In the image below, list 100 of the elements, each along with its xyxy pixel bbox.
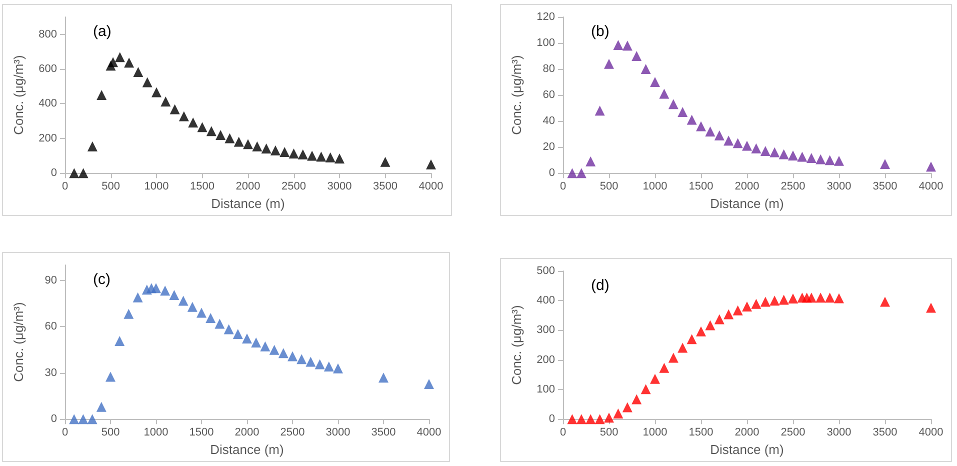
x-axis-title: Distance (m) [211, 196, 285, 211]
point [816, 154, 826, 164]
x-tick-label: 3500 [373, 180, 398, 193]
point [424, 378, 434, 389]
chart-title: (c) [93, 271, 110, 288]
point [178, 111, 189, 122]
point [788, 150, 798, 161]
point [87, 141, 98, 152]
point [770, 147, 780, 158]
x-tick-label: 1000 [144, 180, 169, 193]
point [751, 298, 762, 309]
point [132, 292, 143, 302]
x-tick-label: 500 [600, 180, 618, 193]
point [124, 58, 134, 68]
point [705, 320, 716, 330]
point [770, 296, 780, 306]
y-tick-label: 400 [536, 294, 555, 307]
point [742, 302, 752, 312]
point [594, 106, 605, 116]
x-tick-label: 4000 [418, 180, 444, 193]
x-tick-label: 1500 [189, 426, 214, 439]
point [142, 77, 152, 88]
y-axis-title: Conc. (μg/m³) [11, 55, 26, 135]
point [96, 402, 106, 412]
point [724, 309, 734, 320]
point [586, 156, 596, 166]
x-tick-label: 3000 [327, 180, 352, 193]
point [650, 374, 660, 384]
point [760, 146, 770, 156]
x-tick-label: 1500 [688, 180, 714, 193]
x-tick-label: 1000 [642, 180, 668, 193]
point [732, 138, 743, 148]
y-tick-label: 300 [536, 324, 555, 336]
y-axis-title: Conc. (μg/m³) [11, 302, 26, 382]
x-tick-label: 500 [600, 426, 618, 439]
point [87, 414, 98, 424]
y-tick-label: 0 [50, 413, 57, 426]
y-tick-label: 30 [44, 366, 57, 379]
point [152, 87, 162, 98]
point [251, 338, 262, 348]
point [632, 394, 642, 404]
x-tick-label: 1500 [190, 180, 214, 193]
point [160, 286, 170, 296]
point [742, 140, 752, 151]
y-tick-label: 600 [38, 63, 57, 76]
y-tick-label: 0 [548, 167, 555, 180]
point [188, 117, 198, 128]
x-tick-label: 2000 [734, 180, 760, 193]
point [69, 168, 80, 178]
point [298, 149, 308, 160]
point [778, 149, 789, 160]
point [632, 51, 642, 62]
point [834, 293, 844, 304]
point [206, 313, 216, 324]
point [696, 121, 706, 132]
chart-title: (d) [591, 277, 610, 294]
point [613, 408, 624, 418]
point [640, 384, 651, 394]
point [296, 354, 307, 364]
point [269, 344, 280, 355]
point [824, 155, 835, 166]
point [270, 145, 280, 156]
point [151, 283, 161, 294]
point [816, 292, 826, 303]
y-axis-title: Conc. (μg/m³) [509, 305, 524, 385]
point [788, 294, 798, 304]
point [78, 414, 88, 424]
y-tick-label: 200 [38, 132, 57, 144]
point [333, 363, 343, 374]
point [78, 168, 88, 178]
point [686, 334, 697, 344]
point [114, 336, 125, 346]
point [714, 130, 724, 140]
y-tick-label: 20 [542, 141, 555, 154]
point [686, 114, 697, 125]
x-tick-label: 3500 [872, 426, 898, 439]
point [288, 148, 299, 158]
point [224, 324, 234, 334]
x-tick-label: 2500 [282, 180, 306, 193]
point [586, 414, 596, 424]
point [378, 372, 388, 383]
point [260, 341, 270, 352]
x-tick-label: 4000 [918, 180, 944, 193]
point [325, 152, 336, 162]
chart-title: (a) [93, 23, 112, 40]
point [380, 156, 390, 167]
point [696, 326, 706, 336]
point [797, 152, 808, 162]
point [252, 141, 262, 152]
point [732, 305, 743, 316]
point [668, 352, 678, 363]
point [169, 290, 180, 300]
point [280, 146, 290, 157]
point [567, 168, 578, 178]
point [926, 162, 936, 172]
point [622, 40, 632, 51]
point [760, 296, 770, 307]
point [668, 99, 678, 110]
point [724, 136, 734, 146]
x-tick-label: 2000 [236, 180, 260, 193]
